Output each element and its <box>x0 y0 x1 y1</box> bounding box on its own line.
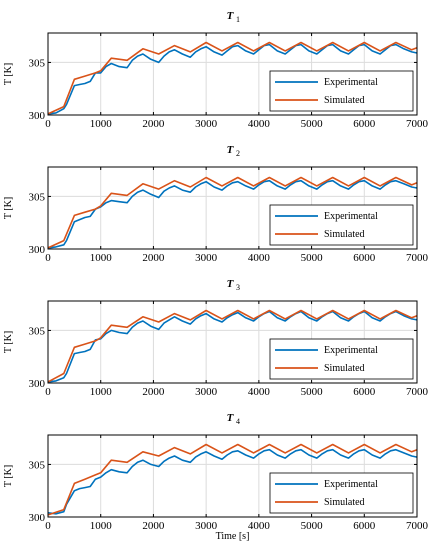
legend-label: Experimental <box>324 479 378 490</box>
y-axis-label: T [K] <box>3 197 14 219</box>
legend-box <box>269 204 414 246</box>
chart-title: T <box>227 10 235 22</box>
x-tick-label: 1000 <box>90 252 113 264</box>
y-tick-label: 300 <box>29 110 46 122</box>
y-axis-label: T [K] <box>3 63 14 85</box>
legend-label: Experimental <box>324 345 378 356</box>
axes-frame <box>47 300 418 384</box>
series-line-simulated <box>47 41 418 115</box>
y-tick-label: 300 <box>29 512 46 524</box>
series-line-simulated <box>47 176 418 249</box>
y-axis-label: T [K] <box>3 331 14 353</box>
chart-panel-3: T 3 0 1000 2000 3000 4000 5000 6000 7000 300 305 T [… <box>3 278 429 398</box>
legend-box <box>269 472 414 514</box>
series-line-simulated <box>47 443 418 516</box>
series-line-experimental <box>47 43 418 115</box>
x-tick-label: 5000 <box>301 252 324 264</box>
chart-title-subscript: 2 <box>236 149 240 158</box>
axes-frame <box>47 32 418 116</box>
x-tick-label: 2000 <box>142 252 165 264</box>
y-tick-label: 305 <box>29 57 46 69</box>
x-tick-label: 7000 <box>406 118 429 130</box>
y-tick-label: 305 <box>29 325 46 337</box>
x-tick-label: 5000 <box>301 118 324 130</box>
chart-title-subscript: 3 <box>236 283 240 292</box>
x-tick-label: 3000 <box>195 252 218 264</box>
y-tick-label: 305 <box>29 191 46 203</box>
x-tick-label: 0 <box>45 118 51 130</box>
legend: Experimental Simulated <box>269 472 414 514</box>
legend-label: Simulated <box>324 95 365 106</box>
x-tick-label: 4000 <box>248 386 271 398</box>
x-tick-label: 2000 <box>142 118 165 130</box>
x-tick-label: 0 <box>45 520 51 532</box>
chart-title: T <box>227 412 235 424</box>
chart-panel-4: T 4 0 1000 2000 3000 4000 5000 6000 7000 300 305 T [… <box>3 412 429 542</box>
x-tick-label: 6000 <box>353 118 376 130</box>
chart-title-subscript: 1 <box>236 15 240 24</box>
legend: Experimental Simulated <box>269 204 414 246</box>
series-line-experimental <box>47 448 418 515</box>
x-tick-label: 7000 <box>406 386 429 398</box>
legend-box <box>269 338 414 380</box>
series-line-experimental <box>47 179 418 249</box>
y-tick-label: 305 <box>29 459 46 471</box>
x-tick-label: 7000 <box>406 252 429 264</box>
legend: Experimental Simulated <box>269 338 414 380</box>
x-tick-label: 6000 <box>353 386 376 398</box>
x-tick-label: 0 <box>45 252 51 264</box>
chart-title-subscript: 4 <box>236 417 240 426</box>
y-tick-label: 300 <box>29 244 46 256</box>
legend-label: Simulated <box>324 497 365 508</box>
y-tick-label: 300 <box>29 378 46 390</box>
x-tick-label: 6000 <box>353 252 376 264</box>
x-tick-label: 7000 <box>406 520 429 532</box>
x-tick-label: 1000 <box>90 520 113 532</box>
chart-panel-2: T 2 0 1000 2000 3000 4000 5000 6000 7000 300 305 T [… <box>3 144 429 264</box>
x-tick-label: 0 <box>45 386 51 398</box>
x-tick-label: 4000 <box>248 118 271 130</box>
legend-label: Experimental <box>324 211 378 222</box>
x-tick-label: 4000 <box>248 520 271 532</box>
x-tick-label: 3000 <box>195 386 218 398</box>
x-tick-label: 1000 <box>90 118 113 130</box>
x-tick-label: 3000 <box>195 118 218 130</box>
x-tick-label: 1000 <box>90 386 113 398</box>
series-line-simulated <box>47 309 418 383</box>
chart-title: T <box>227 278 235 290</box>
chart-title: T <box>227 144 235 156</box>
x-tick-label: 4000 <box>248 252 271 264</box>
x-tick-label: 5000 <box>301 386 324 398</box>
x-axis-label: Time [s] <box>216 531 250 542</box>
legend: Experimental Simulated <box>269 70 414 112</box>
legend-label: Experimental <box>324 77 378 88</box>
x-tick-label: 3000 <box>195 520 218 532</box>
legend-label: Simulated <box>324 363 365 374</box>
chart-panel-1: T 1 0 1000 2000 3000 4000 5000 6000 7000 300 305 T [… <box>3 10 429 130</box>
axes-frame <box>47 166 418 250</box>
y-axis-label: T [K] <box>3 465 14 487</box>
x-tick-label: 6000 <box>353 520 376 532</box>
legend-label: Simulated <box>324 229 365 240</box>
x-tick-label: 5000 <box>301 520 324 532</box>
axes-frame <box>47 434 418 518</box>
legend-box <box>269 70 414 112</box>
x-tick-label: 2000 <box>142 520 165 532</box>
x-tick-label: 2000 <box>142 386 165 398</box>
